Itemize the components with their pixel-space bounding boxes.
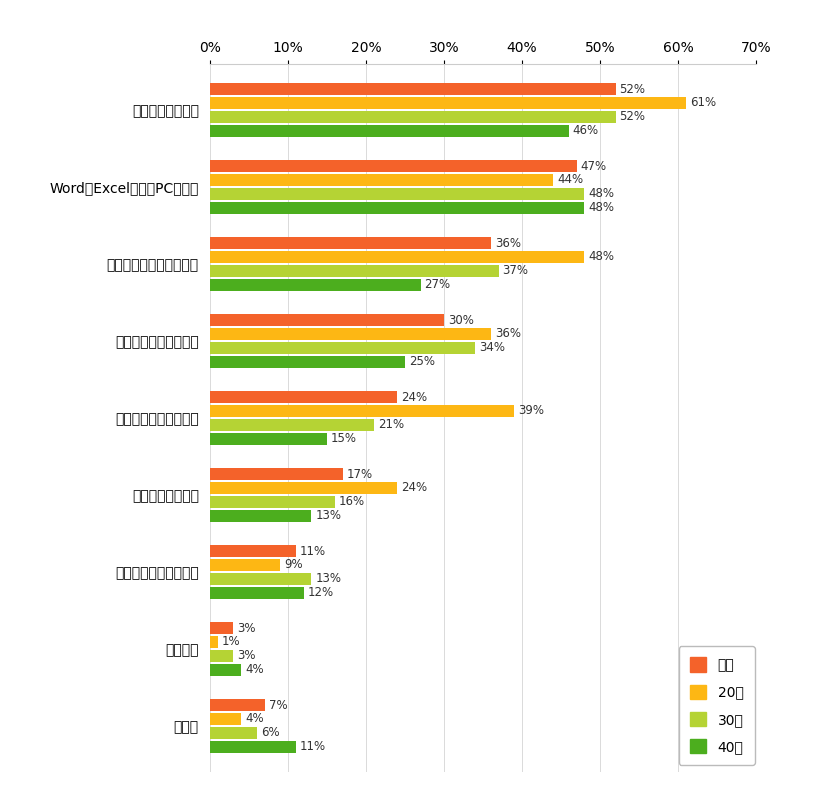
Text: 27%: 27% <box>424 278 450 291</box>
Text: 34%: 34% <box>479 341 505 354</box>
Bar <box>210 251 585 263</box>
Text: 17%: 17% <box>347 467 373 481</box>
Bar <box>210 83 616 96</box>
Text: 37%: 37% <box>502 264 528 277</box>
Bar <box>210 699 265 712</box>
Text: 15%: 15% <box>331 432 357 445</box>
Bar <box>210 264 499 277</box>
Bar <box>210 650 234 662</box>
Text: 9%: 9% <box>284 559 302 572</box>
Bar <box>210 328 491 340</box>
Text: 13%: 13% <box>315 572 341 585</box>
Bar <box>210 636 218 648</box>
Bar <box>210 97 685 109</box>
Bar <box>210 713 241 725</box>
Bar <box>210 356 405 368</box>
Text: 44%: 44% <box>557 174 583 186</box>
Bar <box>210 237 491 249</box>
Bar <box>210 740 296 753</box>
Text: 46%: 46% <box>573 124 599 137</box>
Bar <box>210 405 514 417</box>
Bar <box>210 111 616 123</box>
Bar <box>210 201 585 214</box>
Text: 52%: 52% <box>620 83 645 96</box>
Bar <box>210 391 397 404</box>
Text: 12%: 12% <box>307 586 333 599</box>
Bar <box>210 664 241 676</box>
Text: 25%: 25% <box>409 355 435 369</box>
Bar <box>210 174 554 186</box>
Bar <box>210 124 569 137</box>
Bar <box>210 622 234 634</box>
Text: 21%: 21% <box>378 419 404 431</box>
Text: 24%: 24% <box>402 482 428 494</box>
Text: 48%: 48% <box>588 187 614 201</box>
Text: 47%: 47% <box>580 159 606 173</box>
Bar <box>210 545 296 557</box>
Text: 36%: 36% <box>495 327 521 341</box>
Text: 11%: 11% <box>300 740 326 753</box>
Text: 48%: 48% <box>588 251 614 263</box>
Bar <box>210 160 576 172</box>
Text: 4%: 4% <box>245 663 264 677</box>
Text: 48%: 48% <box>588 201 614 214</box>
Bar <box>210 279 421 291</box>
Text: 30%: 30% <box>448 314 474 326</box>
Text: 3%: 3% <box>238 650 256 662</box>
Text: 3%: 3% <box>238 622 256 634</box>
Bar <box>210 341 475 354</box>
Text: 4%: 4% <box>245 712 264 725</box>
Text: 39%: 39% <box>518 404 544 417</box>
Text: 24%: 24% <box>402 391 428 404</box>
Text: 13%: 13% <box>315 509 341 522</box>
Text: 61%: 61% <box>690 96 716 110</box>
Bar <box>210 482 397 494</box>
Bar <box>210 432 327 445</box>
Bar <box>210 559 281 572</box>
Legend: 全体, 20代, 30代, 40代: 全体, 20代, 30代, 40代 <box>679 646 754 765</box>
Text: 6%: 6% <box>260 726 280 739</box>
Bar <box>210 419 374 431</box>
Bar <box>210 496 335 508</box>
Text: 7%: 7% <box>269 699 287 712</box>
Bar <box>210 727 257 739</box>
Bar <box>210 572 312 585</box>
Text: 1%: 1% <box>222 635 240 649</box>
Bar <box>210 188 585 200</box>
Text: 36%: 36% <box>495 236 521 250</box>
Bar <box>210 314 444 326</box>
Bar <box>210 509 312 522</box>
Text: 11%: 11% <box>300 544 326 558</box>
Bar <box>210 468 343 480</box>
Text: 52%: 52% <box>620 111 645 123</box>
Bar <box>210 587 303 599</box>
Text: 16%: 16% <box>339 495 365 509</box>
